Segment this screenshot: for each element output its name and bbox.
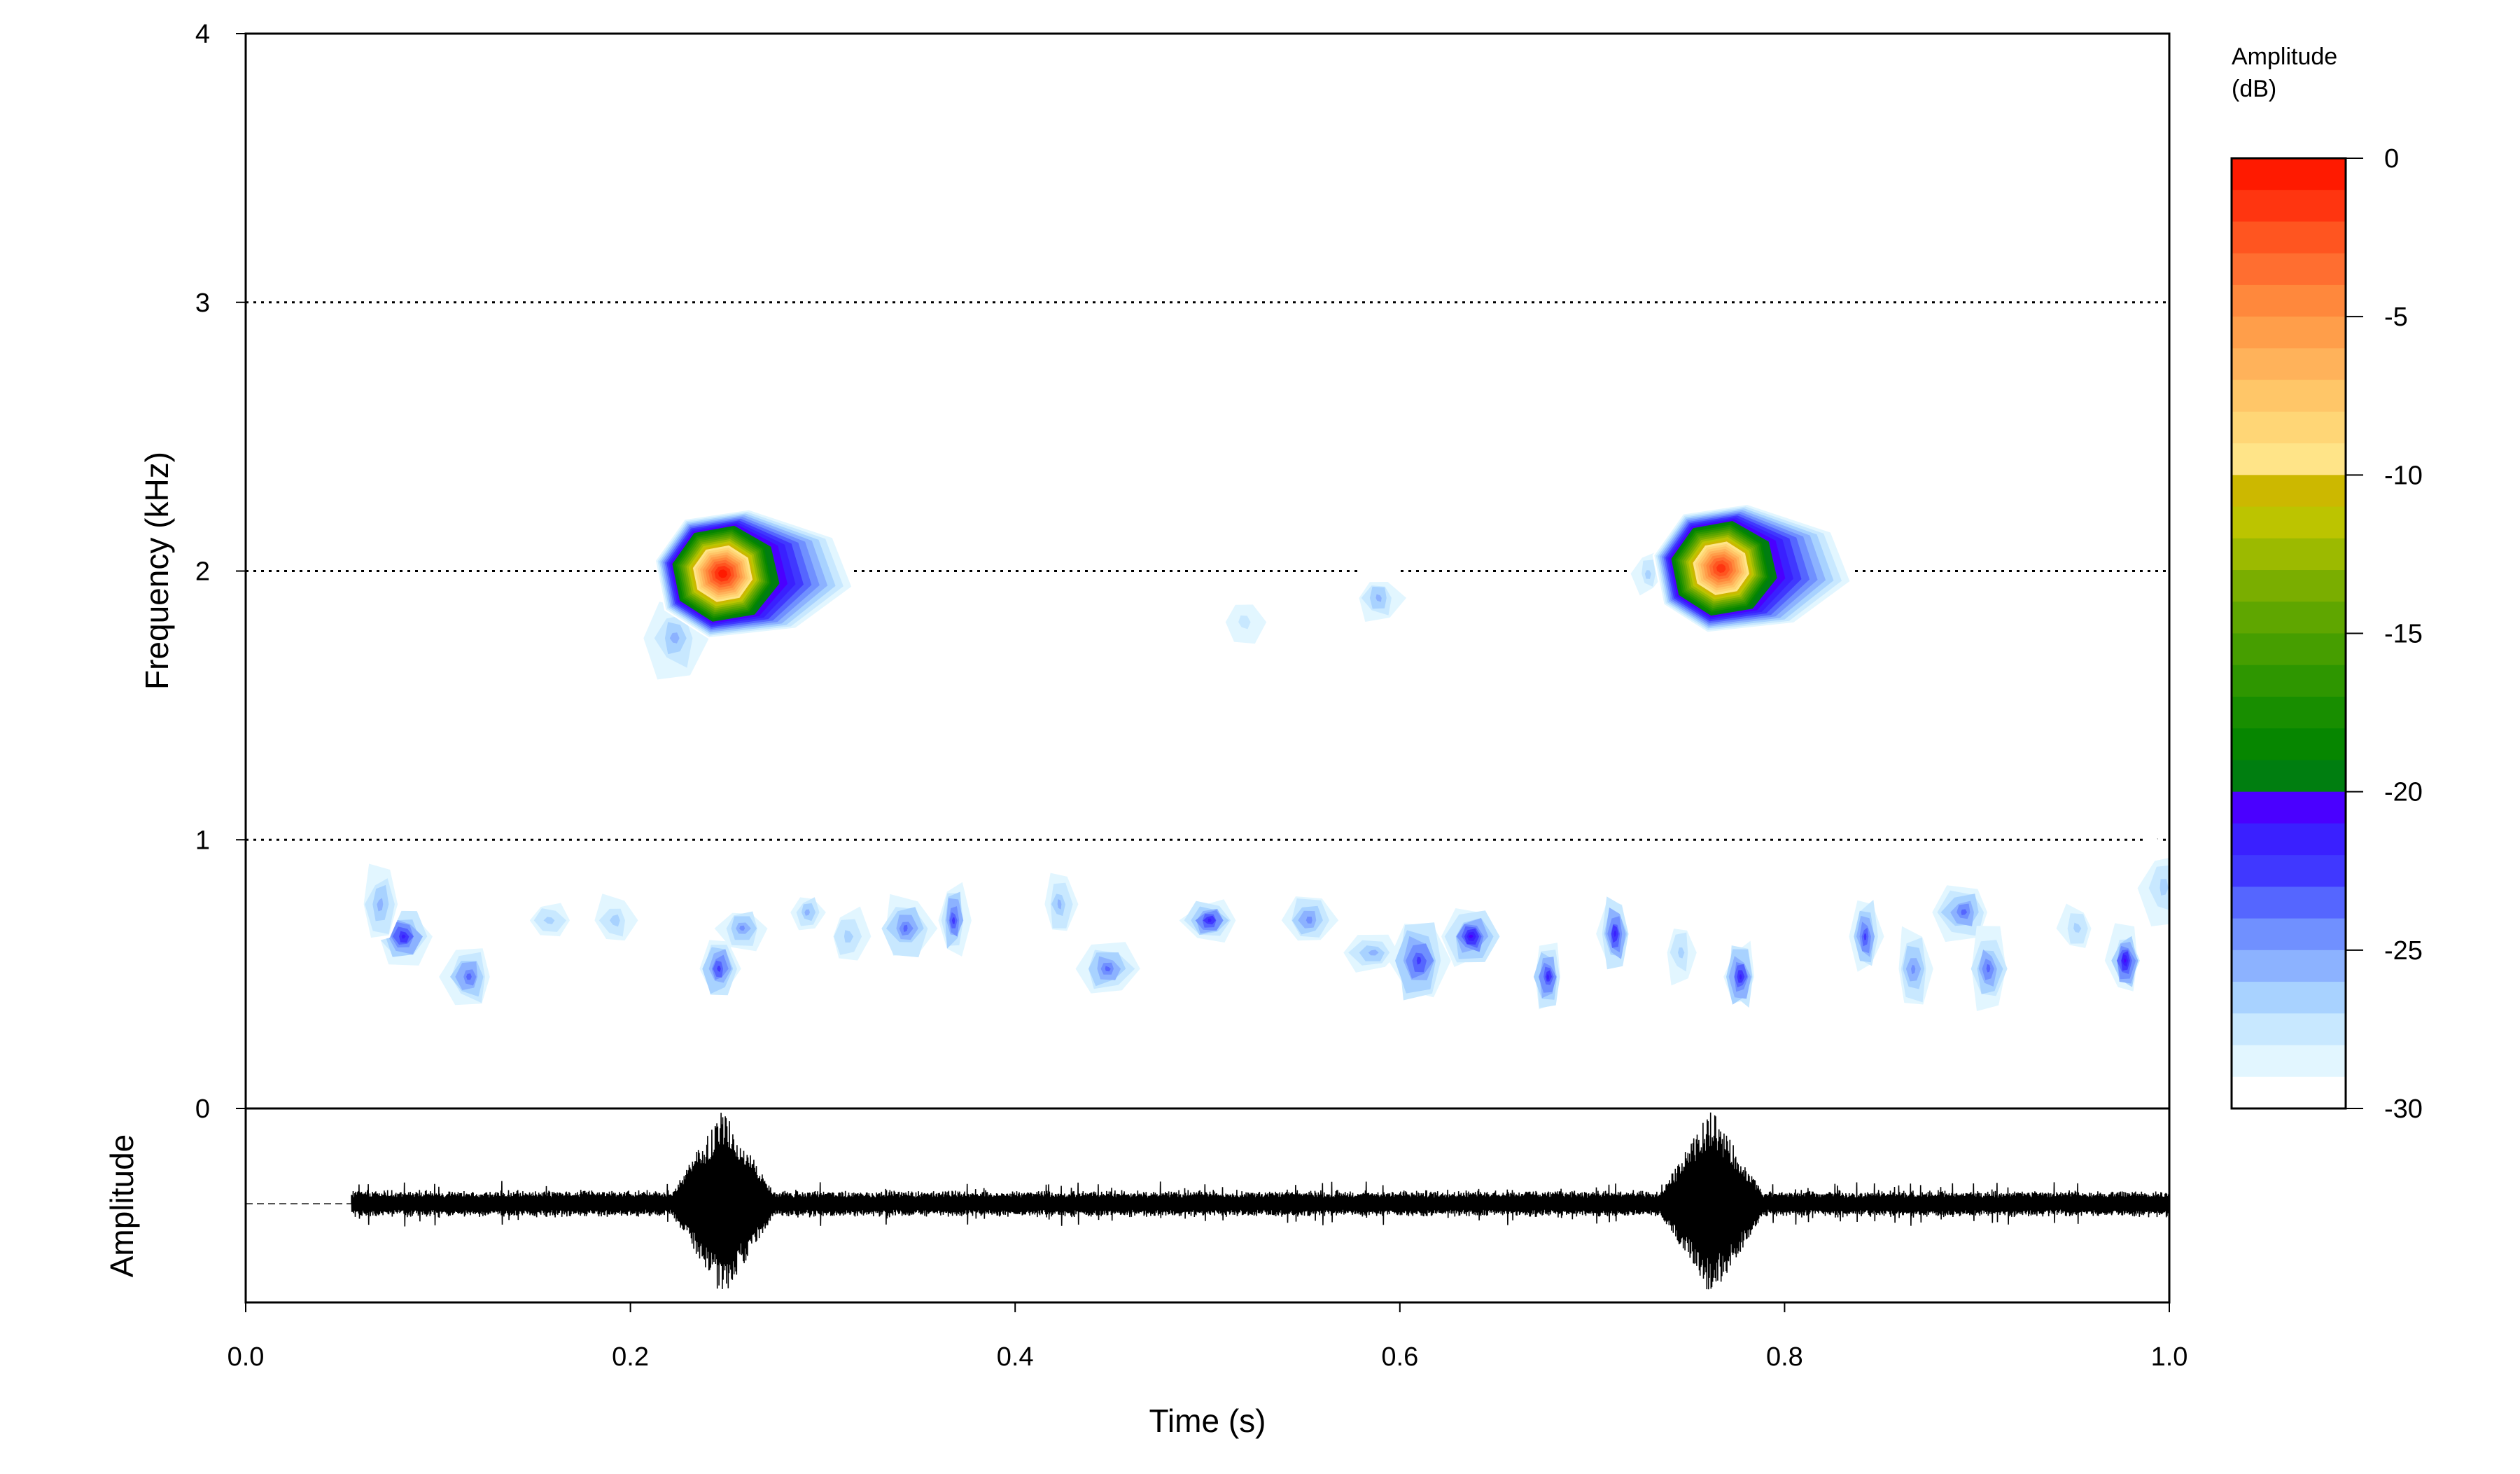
noise-contour [1469, 934, 1474, 938]
noise-contour [2148, 865, 2169, 910]
noise-contour [1986, 964, 1991, 973]
colorbar-band [2232, 633, 2346, 666]
noise-contour [1057, 899, 1062, 910]
noise-contour [377, 898, 384, 912]
noise-contour [401, 934, 406, 939]
y-tick-label: 4 [195, 20, 210, 49]
colorbar-band [2232, 791, 2346, 824]
noise-contour [717, 966, 721, 972]
y-axis-label: Frequency (kHz) [139, 452, 175, 690]
colorbar-band [2232, 570, 2346, 603]
colorbar-band [2232, 665, 2346, 697]
noise-contour [1863, 933, 1867, 940]
colorbar-tick-label: -10 [2384, 461, 2423, 490]
noise-contour [1416, 957, 1422, 965]
noise-contour [609, 915, 620, 927]
y-axis: 0 1 2 3 4 [195, 20, 246, 1124]
colorbar-tick-label: -20 [2384, 778, 2423, 807]
x-tick-label: 1.0 [2151, 1342, 2188, 1372]
noise-contour [739, 925, 746, 931]
noise-contour [543, 917, 555, 924]
noise-contour [903, 924, 908, 932]
noise-contour [1678, 947, 1685, 959]
y-tick-label: 1 [195, 826, 210, 855]
colorbar-band [2232, 950, 2346, 982]
colorbar-tick-label: -30 [2384, 1094, 2423, 1124]
colorbar-band [2232, 887, 2346, 919]
waveform-area [246, 1112, 2169, 1290]
noise-contour [1911, 964, 1916, 975]
noise-contour [1614, 931, 1617, 937]
noise-contour [1208, 918, 1212, 922]
colorbar-band [2232, 506, 2346, 539]
colorbar-tick-label: -15 [2384, 620, 2423, 649]
x-tick-label: 0.8 [1766, 1342, 1803, 1372]
noise-contour [1306, 917, 1312, 924]
colorbar-band [2232, 221, 2346, 254]
noise-contour [2160, 879, 2169, 896]
colorbar-band [2232, 823, 2346, 856]
noise-contour [1546, 974, 1550, 980]
colorbar-band [2232, 728, 2346, 761]
colorbar-band [2232, 443, 2346, 476]
noise-contour [804, 909, 810, 916]
noise-contour [1238, 615, 1251, 630]
colorbar-band [2232, 253, 2346, 286]
spectrogram-area [360, 503, 2169, 1018]
noise-contour [1105, 966, 1111, 972]
colorbar-tick-label: 0 [2384, 144, 2399, 174]
colorbar-band [2232, 855, 2346, 888]
colorbar-band [2232, 158, 2346, 191]
x-axis-label: Time (s) [1149, 1403, 1266, 1439]
x-tick-label: 0.4 [997, 1342, 1034, 1372]
x-axis: 0.0 0.2 0.4 0.6 0.8 1.0 [227, 1302, 2188, 1372]
noise-contour [1376, 594, 1382, 602]
colorbar-band [2232, 317, 2346, 349]
noise-contour [466, 973, 472, 980]
colorbar-band [2232, 380, 2346, 412]
x-tick-label: 0.6 [1381, 1342, 1418, 1372]
noise-contour [1368, 950, 1379, 956]
colorbar-band [2232, 602, 2346, 634]
gridlines [246, 301, 2169, 841]
waveform-trace [351, 1112, 2169, 1290]
noise-contour [669, 632, 680, 644]
noise-contour [1644, 570, 1651, 579]
colorbar-band [2232, 918, 2346, 951]
colorbar-band [2232, 190, 2346, 223]
waveform-frame [244, 1107, 2171, 1304]
colorbar-band [2232, 1013, 2346, 1046]
y-tick-label: 2 [195, 557, 210, 587]
colorbar-tick-label: -25 [2384, 936, 2423, 966]
waveform-y-axis-label: Amplitude [104, 1134, 140, 1278]
colorbar-band [2232, 1076, 2346, 1109]
y-tick-label: 0 [195, 1094, 210, 1124]
x-tick-label: 0.0 [227, 1342, 265, 1372]
colorbar-band [2232, 475, 2346, 508]
colorbar-band [2232, 982, 2346, 1015]
colorbar-title-line1: Amplitude [2232, 43, 2337, 70]
call-contour [1716, 564, 1726, 573]
colorbar-band [2232, 284, 2346, 317]
noise-contour [844, 930, 854, 943]
noise-contour [1961, 909, 1968, 915]
noise-contour [951, 917, 955, 924]
noise-contour [2073, 922, 2082, 933]
y-tick-label: 3 [195, 288, 210, 318]
colorbar-title-line2: (dB) [2232, 76, 2276, 102]
noise-contour [2124, 958, 2127, 963]
colorbar-band [2232, 1045, 2346, 1078]
noise-contour [1739, 974, 1742, 980]
colorbar-band [2232, 538, 2346, 571]
call-contour [718, 569, 727, 578]
colorbar-band [2232, 411, 2346, 444]
colorbar-band [2232, 348, 2346, 381]
colorbar-band [2232, 760, 2346, 793]
colorbar-band [2232, 696, 2346, 729]
colorbar-tick-label: -5 [2384, 303, 2408, 332]
colorbar: 0 -5 -10 -15 -20 -25 -30 [2230, 144, 2423, 1124]
x-tick-label: 0.2 [612, 1342, 649, 1372]
